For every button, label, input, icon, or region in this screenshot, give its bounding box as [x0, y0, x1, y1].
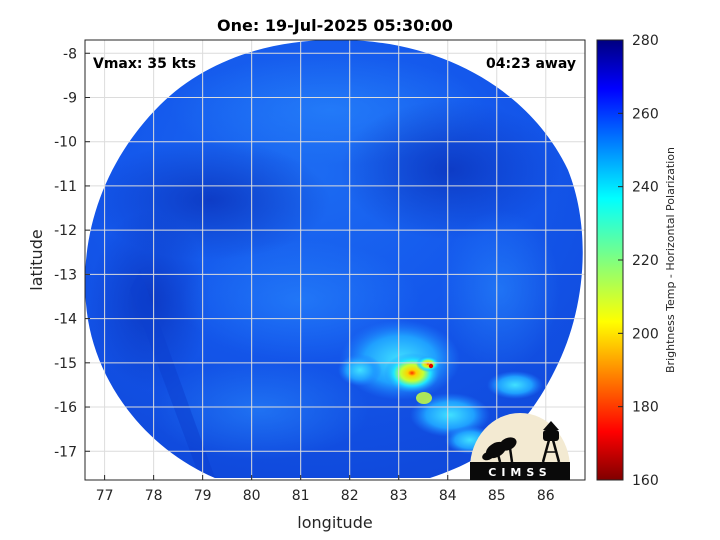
y-tick-label: -13 [54, 267, 77, 283]
y-tick-label: -17 [54, 444, 77, 460]
cimss-logo: CIMSS [470, 413, 570, 480]
colorbar-tick-label: 240 [632, 180, 659, 196]
y-axis-label: latitude [27, 229, 46, 290]
figure-title: One: 19-Jul-2025 05:30:00 [217, 16, 453, 35]
x-tick-label: 84 [439, 488, 457, 504]
colorbar: 280 260 240 220 200 180 160 Brightness Temp - … [596, 33, 677, 489]
cimss-logo-text: CIMSS [488, 466, 551, 479]
colorbar-tick-label: 160 [632, 473, 659, 489]
x-axis-label: longitude [297, 513, 372, 532]
x-tick-label: 81 [292, 488, 310, 504]
y-tick-label: -11 [54, 179, 77, 195]
axes-frame [84, 39, 586, 481]
time-away-annotation: 04:23 away [486, 56, 576, 72]
colorbar-tick-label: 280 [632, 33, 659, 49]
x-tick-label: 85 [488, 488, 506, 504]
x-tick-label: 86 [537, 488, 555, 504]
x-tick-label: 80 [243, 488, 261, 504]
y-tick-label: -10 [54, 135, 77, 151]
colorbar-label: Brightness Temp - Horizontal Polarizatio… [664, 147, 677, 373]
y-tick-label: -15 [54, 356, 77, 372]
x-tick-label: 82 [341, 488, 359, 504]
vmax-annotation: Vmax: 35 kts [93, 56, 196, 72]
y-tick-label: -16 [54, 400, 77, 416]
y-tick-label: -8 [63, 46, 77, 62]
y-tick-label: -12 [54, 223, 77, 239]
y-tick-label: -9 [63, 90, 77, 106]
colorbar-ticks: 280 260 240 220 200 180 160 [618, 33, 659, 489]
x-tick-label: 78 [145, 488, 163, 504]
x-axis-ticks: 77 78 79 80 81 82 83 84 85 86 [96, 475, 555, 504]
colorbar-tick-label: 260 [632, 106, 659, 122]
y-axis-ticks: -8 -9 -10 -11 -12 -13 -14 -15 -16 -17 [54, 46, 90, 460]
x-tick-label: 77 [96, 488, 114, 504]
brightness-temperature-swath [85, 40, 583, 479]
y-tick-label: -14 [54, 312, 77, 328]
x-tick-label: 79 [194, 488, 212, 504]
x-tick-label: 83 [390, 488, 408, 504]
colorbar-tick-label: 200 [632, 326, 659, 342]
colorbar-tick-label: 180 [632, 400, 659, 416]
gridlines [85, 40, 585, 480]
colorbar-tick-label: 220 [632, 253, 659, 269]
